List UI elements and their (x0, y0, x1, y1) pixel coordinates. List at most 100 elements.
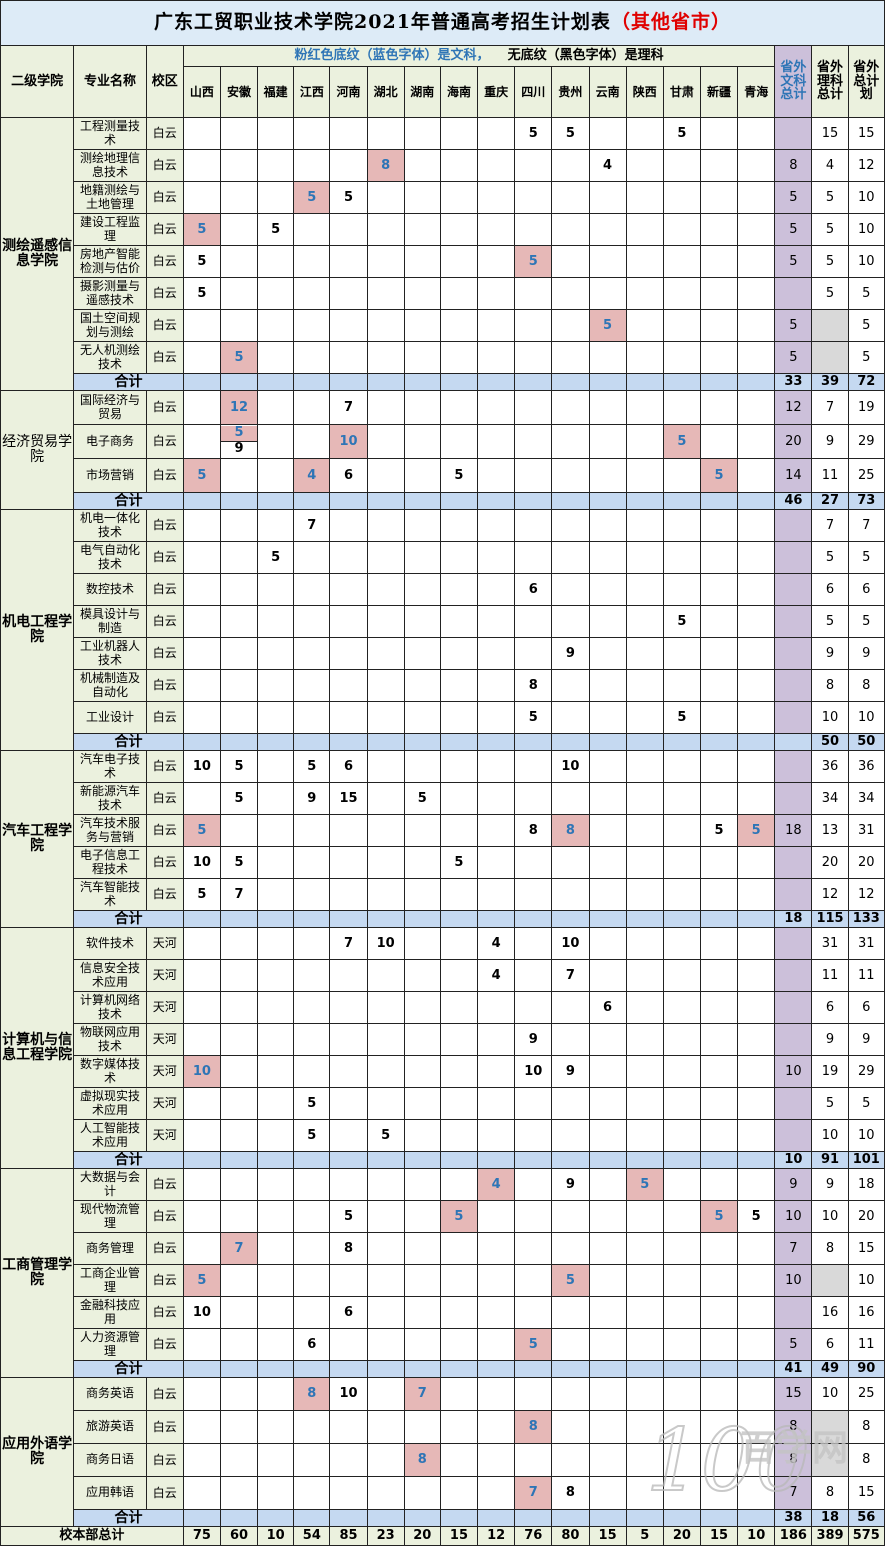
total-wen: 8 (774, 149, 813, 182)
total-all: 9 (847, 1023, 885, 1056)
quota-cell-empty (257, 927, 295, 960)
quota-cell-empty (403, 117, 441, 150)
quota-cell-empty (439, 541, 479, 574)
quota-cell-wen: 4 (477, 1168, 516, 1201)
title-main: 广东工贸职业技术学院2021年普通高考招生计划表 (154, 11, 611, 34)
quota-cell-empty (662, 277, 701, 310)
quota-cell-empty (366, 1410, 405, 1444)
quota-cell-empty (293, 1023, 331, 1056)
quota-cell-empty (699, 1023, 739, 1056)
quota-cell-empty (366, 117, 405, 150)
quota-cell-empty (329, 1087, 368, 1120)
table-row: 机械制造及自动化 白云 8 8 8 (1, 669, 885, 702)
total-li: 10 (811, 1200, 849, 1233)
major-name: 模具设计与制造 (73, 605, 147, 638)
quota-cell-empty (293, 927, 331, 960)
quota-cell-empty (366, 846, 405, 879)
quota-cell-empty (588, 1168, 627, 1201)
subtotal-cell (699, 910, 739, 928)
quota-cell-empty (182, 959, 221, 992)
major-name: 房地产智能检测与估价 (73, 245, 147, 278)
quota-cell-empty (737, 341, 776, 374)
total-all: 10 (847, 1264, 885, 1297)
total-li: 10 (811, 1119, 849, 1152)
subtotal-cell (588, 1151, 627, 1169)
quota-cell-li: 5 (551, 117, 590, 150)
quota-cell-empty (737, 927, 776, 960)
total-li: 9 (811, 1023, 849, 1056)
quota-cell-empty (329, 1410, 368, 1444)
subtotal-cell (588, 1509, 627, 1527)
quota-cell-li: 9 (551, 1055, 590, 1088)
quota-cell-empty (477, 1296, 516, 1329)
total-wen: 5 (774, 309, 813, 342)
major-name: 虚拟现实技术应用 (73, 1087, 147, 1120)
quota-cell-empty (662, 878, 701, 911)
quota-cell-empty (329, 701, 368, 734)
major-name: 信息安全技术应用 (73, 959, 147, 992)
major-name: 现代物流管理 (73, 1200, 147, 1233)
campus-name: 天河 (145, 1119, 184, 1152)
quota-cell-empty (257, 814, 295, 847)
quota-cell-empty (293, 424, 331, 459)
quota-cell-empty (439, 509, 479, 542)
quota-cell-empty (699, 1296, 739, 1329)
total-all: 31 (847, 814, 885, 847)
quota-cell-empty (257, 1023, 295, 1056)
subtotal-cell (329, 492, 368, 510)
quota-cell-empty (439, 1377, 479, 1411)
total-li: 5 (811, 245, 849, 278)
quota-cell-empty (329, 878, 368, 911)
subtotal-row: 合计 10 91 101 (1, 1151, 885, 1169)
quota-cell-empty (551, 309, 590, 342)
quota-cell-empty (662, 213, 701, 246)
total-all: 15 (847, 117, 885, 150)
quota-cell-empty (699, 1328, 739, 1361)
quota-cell-empty (439, 1119, 479, 1152)
quota-cell-empty (257, 341, 295, 374)
quota-cell-empty (439, 1087, 479, 1120)
subtotal-cell (403, 1151, 441, 1169)
subtotal-cell (439, 373, 479, 391)
campus-name: 白云 (145, 573, 184, 606)
quota-cell-empty (219, 814, 259, 847)
quota-cell-empty (699, 878, 739, 911)
quota-cell-empty (366, 1200, 405, 1233)
quota-wen: 5 (221, 426, 257, 442)
subtotal-cell (588, 910, 627, 928)
quota-cell-wen: 5 (625, 1168, 664, 1201)
quota-cell-empty (477, 573, 516, 606)
subtotal-cell (588, 373, 627, 391)
quota-cell-empty (477, 149, 516, 182)
quota-cell-wen: 5 (737, 814, 776, 847)
quota-cell-empty (403, 991, 441, 1024)
subtotal-cell (293, 1509, 331, 1527)
quota-cell-li: 9 (293, 782, 331, 815)
quota-cell-empty (514, 959, 553, 992)
total-li: 11 (811, 458, 849, 493)
province-header: 山西 (182, 66, 221, 118)
quota-cell-wen: 5 (588, 309, 627, 342)
subtotal-cell (219, 1360, 259, 1378)
quota-cell-empty (403, 846, 441, 879)
total-wen (774, 846, 813, 879)
grand-total-cell: 20 (403, 1526, 441, 1546)
quota-cell-empty (588, 1200, 627, 1233)
quota-cell-empty (625, 341, 664, 374)
subtotal-cell (257, 910, 295, 928)
header-row-provinces: 山西 安徽 福建 江西 河南 湖北 湖南 海南 重庆 四川 贵州 云南 陕西 甘肃 新疆 青海 (1, 66, 885, 118)
major-name: 摄影测量与遥感技术 (73, 277, 147, 310)
quota-cell-empty (293, 846, 331, 879)
campus-name: 白云 (145, 1328, 184, 1361)
quota-cell-empty (625, 149, 664, 182)
quota-li: 9 (234, 441, 244, 456)
subtotal-cell (551, 733, 590, 751)
campus-name: 白云 (145, 782, 184, 815)
quota-cell-empty (588, 117, 627, 150)
major-name: 旅游英语 (73, 1410, 147, 1444)
subtotal-cell (477, 910, 516, 928)
quota-cell-empty (588, 669, 627, 702)
quota-cell-empty (293, 701, 331, 734)
grand-total-wen: 186 (774, 1526, 813, 1546)
quota-cell-empty (588, 846, 627, 879)
